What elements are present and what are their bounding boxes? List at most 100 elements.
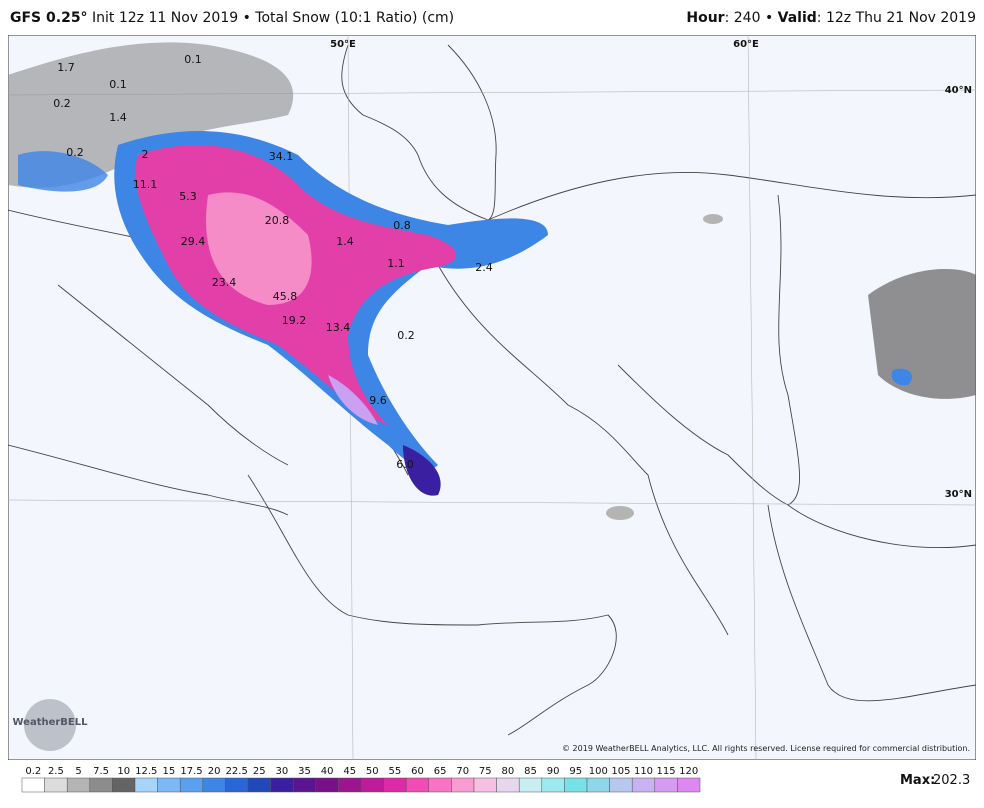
legend-label: 20	[208, 766, 221, 777]
legend-label: 40	[321, 766, 334, 777]
legend-label: 35	[298, 766, 311, 777]
legend-swatch	[586, 777, 610, 793]
subtitle: Init 12z 11 Nov 2019 • Total Snow (10:1 …	[92, 10, 455, 26]
legend-label: 15	[163, 766, 176, 777]
snow-label: 1.7	[57, 61, 75, 74]
legend-swatch	[44, 777, 68, 793]
legend-swatch	[315, 777, 339, 793]
legend-swatch	[518, 777, 543, 793]
separator: •	[764, 10, 774, 26]
legend-swatch	[66, 777, 91, 793]
legend-swatch	[541, 777, 565, 793]
legend-label: 120	[679, 766, 698, 777]
legend-label: 7.5	[93, 766, 109, 777]
title: GFS 0.25° Init 12z 11 Nov 2019 • Total S…	[10, 10, 454, 26]
legend: 0.2 2.5 5 7.5 10 12.5 15 17.5 20 22.5 25 30 35 40 45 50…	[21, 766, 970, 793]
grid-label: 40°N	[945, 85, 972, 96]
snow-label: 0.2	[397, 329, 415, 342]
snow-label: 0.8	[393, 219, 411, 232]
snow-label: 20.8	[265, 214, 290, 227]
snow-label: 2.4	[475, 261, 493, 274]
snow-label: 29.4	[181, 235, 206, 248]
model: GFS 0.25°	[10, 10, 88, 26]
legend-label: 65	[434, 766, 447, 777]
max-label: Max:	[900, 773, 935, 788]
max-value: 202.3	[933, 773, 970, 788]
legend-swatch	[654, 777, 678, 793]
snow-label: 1.1	[387, 257, 405, 270]
legend-swatch	[157, 777, 181, 793]
grid-label: 50°E	[330, 39, 356, 50]
legend-label: 50	[366, 766, 379, 777]
legend-swatch	[496, 777, 520, 793]
snow-label: 1.4	[109, 111, 127, 124]
legend-label: 5	[75, 766, 81, 777]
grid-label: 60°E	[733, 39, 759, 50]
legend-swatch	[179, 777, 204, 793]
legend-label: 60	[411, 766, 424, 777]
legend-label: 90	[547, 766, 560, 777]
snow-label: 23.4	[212, 276, 237, 289]
legend-swatch	[564, 777, 588, 793]
legend-swatch	[270, 777, 294, 793]
legend-label: 30	[276, 766, 289, 777]
snow-label: 19.2	[282, 314, 307, 327]
legend-swatch	[383, 777, 407, 793]
legend-label: 85	[524, 766, 537, 777]
legend-swatch	[292, 777, 317, 793]
legend-label: 110	[634, 766, 653, 777]
snow-label: 0.1	[184, 53, 202, 66]
legend-swatch	[473, 777, 497, 793]
legend-swatch	[405, 777, 430, 793]
legend-swatch	[134, 777, 158, 793]
legend-label: 80	[502, 766, 515, 777]
legend-label: 22.5	[226, 766, 248, 777]
grid-labels: 50°E 60°E 40°N 30°N	[330, 39, 972, 500]
snow-field	[8, 42, 976, 520]
legend-swatch	[112, 777, 136, 793]
legend-label: 25	[253, 766, 266, 777]
legend-swatch	[631, 777, 656, 793]
map: 0.1 1.7 0.1 0.2 1.4 0.2 2 11.1 5.3 34.1 20.8 0.8 29.…	[8, 35, 976, 760]
copyright: © 2019 WeatherBELL Analytics, LLC. All r…	[562, 744, 970, 753]
legend-label: 45	[343, 766, 356, 777]
legend-swatch	[21, 777, 45, 793]
legend-label: 70	[456, 766, 469, 777]
legend-label: 12.5	[135, 766, 157, 777]
grid-label: 30°N	[945, 489, 972, 500]
snow-label: 0.2	[53, 97, 71, 110]
legend-swatch	[428, 777, 452, 793]
snow-label: 9.6	[369, 394, 387, 407]
legend-label: 2.5	[48, 766, 64, 777]
legend-label: 17.5	[180, 766, 202, 777]
legend-swatch	[338, 777, 362, 793]
snow-label: 45.8	[273, 290, 298, 303]
logo: WeatherBELL	[12, 699, 88, 751]
legend-swatch	[247, 777, 271, 793]
legend-swatch	[677, 777, 701, 793]
legend-label: 10	[117, 766, 130, 777]
legend-swatch	[202, 777, 226, 793]
legend-scale: 0.2 2.5 5 7.5 10 12.5 15 17.5 20 22.5 25 30 35 40 45 50…	[21, 766, 701, 793]
snow-label: 0.2	[66, 146, 84, 159]
valid-info: Hour: 240 • Valid: 12z Thu 21 Nov 2019	[686, 10, 976, 26]
legend-swatch	[89, 777, 113, 793]
valid: : 12z Thu 21 Nov 2019	[816, 10, 976, 26]
annotations: 0.1 1.7 0.1 0.2 1.4 0.2 2 11.1 5.3 34.1 20.8 0.8 29.…	[53, 53, 493, 471]
valid-label: Valid	[777, 10, 817, 26]
hour-label: Hour	[686, 10, 725, 26]
header: GFS 0.25° Init 12z 11 Nov 2019 • Total S…	[8, 10, 976, 32]
legend-swatch	[360, 777, 384, 793]
legend-label: 75	[479, 766, 492, 777]
hour: : 240	[724, 10, 761, 26]
snow-label: 2	[142, 148, 149, 161]
snow-label: 1.4	[336, 235, 354, 248]
legend-label: 115	[657, 766, 676, 777]
legend-swatch	[609, 777, 633, 793]
snow-label: 6.0	[396, 458, 414, 471]
legend-label: 105	[611, 766, 630, 777]
legend-label: 95	[569, 766, 582, 777]
logo-text: WeatherBELL	[12, 717, 88, 728]
snow-label: 5.3	[179, 190, 197, 203]
